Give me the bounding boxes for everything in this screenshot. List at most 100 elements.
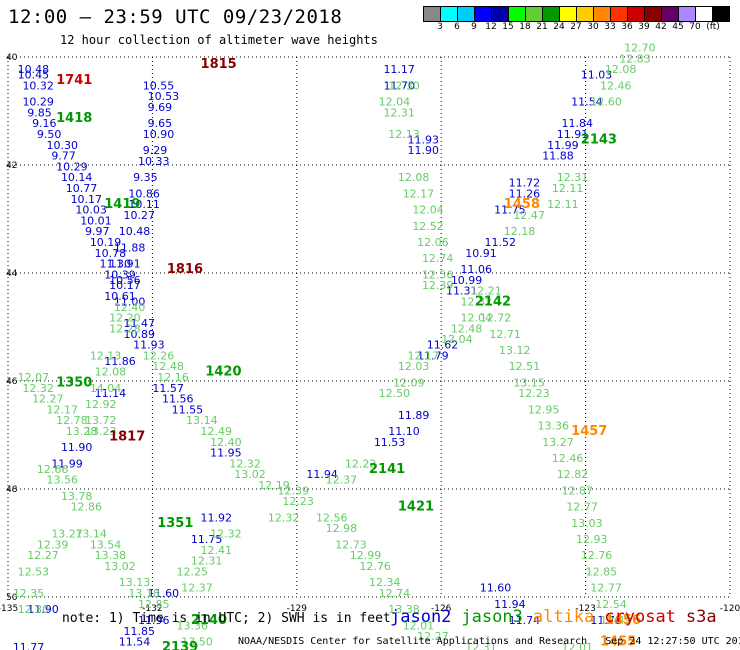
wave-height-value: 12.93 [576, 533, 608, 546]
wave-height-value: 12.32 [460, 295, 492, 308]
wave-height-value: 13.03 [571, 517, 603, 530]
wave-height-value: 12.73 [335, 538, 367, 551]
wave-height-value: 9.69 [148, 101, 173, 114]
wave-height-value: 9.29 [143, 144, 168, 157]
wave-height-value: 13.13 [119, 576, 151, 589]
pass-time-label: 1455 [600, 635, 636, 650]
wave-height-value: 13.14 [186, 414, 218, 427]
wave-height-value: 11.79 [417, 349, 449, 362]
wave-height-value: 12.11 [552, 182, 584, 195]
chart-subtitle: 12 hour collection of altimeter wave hei… [60, 33, 378, 47]
wave-height-value: 12.54 [595, 598, 627, 611]
wave-height-value: 13.38 [95, 549, 127, 562]
wave-height-value: 12.32 [210, 528, 242, 541]
wave-height-value: 12.47 [513, 209, 545, 222]
wave-height-value: 11.30 [99, 258, 131, 271]
satellite-legend-item: jason3 [461, 607, 523, 627]
wave-height-value: 11.77 [13, 641, 44, 650]
wave-height-value: 13.02 [104, 560, 135, 573]
pass-time-label: 2142 [475, 294, 511, 309]
satellite-legend: jason2 jason3 altika cryosat s3a [390, 607, 727, 627]
pass-time-label: 1421 [398, 500, 434, 515]
wave-height-value: 12.99 [350, 549, 382, 562]
wave-height-value: 12.31 [465, 641, 497, 650]
wave-height-value: 11.90 [61, 441, 93, 454]
wave-height-value: 12.08 [95, 366, 127, 379]
color-scale-label: 42 [655, 22, 667, 32]
color-scale-label: 6 [454, 22, 460, 32]
wave-height-value: 12.41 [201, 544, 233, 557]
wave-height-value: 12.70 [624, 42, 656, 55]
wave-height-value: 12.03 [398, 360, 430, 373]
wave-height-value: 11.60 [148, 587, 180, 600]
wave-height-value: 13.18 [128, 587, 160, 600]
wave-height-value: 11.06 [460, 263, 492, 276]
wave-height-value: 10.29 [22, 96, 54, 109]
wave-height-value: 9.35 [133, 171, 158, 184]
color-scale-label: 45 [672, 22, 684, 32]
wave-height-value: 11.54 [571, 96, 603, 109]
y-tick-label: 46 [6, 377, 18, 387]
wave-height-value: 11.91 [109, 258, 141, 271]
wave-height-value: 12.32 [229, 457, 261, 470]
x-tick-label: -129 [287, 604, 308, 614]
wave-height-value: 12.40 [210, 436, 242, 449]
wave-height-value: 10.19 [90, 236, 122, 249]
pass-time-label: 1351 [157, 516, 193, 531]
wave-height-value: 12.30 [18, 603, 50, 616]
wave-height-value: 11.94 [494, 598, 526, 611]
wave-height-value: 12.52 [412, 220, 444, 233]
wave-height-value: 12.13 [388, 128, 420, 141]
satellite-legend-item: cryosat [604, 607, 676, 627]
wave-height-value: 13.14 [75, 528, 107, 541]
wave-height-value: 10.27 [124, 209, 155, 222]
wave-height-value: 11.54 [119, 636, 151, 649]
axis-ticks: -135 -132 -129 -126 -123 -120 40 42 44 46 48 50 [0, 53, 740, 614]
wave-height-value: 11.00 [114, 295, 146, 308]
wave-height-value: 12.37 [326, 474, 358, 487]
pass-time-label: 1458 [504, 197, 540, 212]
wave-height-value: 12.50 [379, 387, 411, 400]
wave-height-value: 12.76 [581, 549, 613, 562]
x-tick-label: -120 [720, 604, 740, 614]
wave-height-value: 12.11 [547, 198, 579, 211]
wave-height-value: 12.09 [393, 376, 425, 389]
wave-height-value: 12.31 [557, 171, 589, 184]
pass-time-label: 1817 [109, 429, 145, 444]
wave-height-value: 12.49 [600, 614, 632, 627]
wave-height-value: 10.17 [109, 279, 141, 292]
wave-height-value: 10.45 [18, 69, 50, 82]
wave-height-value: 11.95 [210, 447, 242, 460]
wave-height-value: 12.31 [191, 555, 223, 568]
wave-height-value: 12.98 [326, 522, 358, 535]
wave-height-value: 12.27 [32, 393, 64, 406]
wave-height-value: 11.93 [133, 339, 165, 352]
wave-height-value: 12.01 [403, 619, 435, 632]
wave-height-value: 10.33 [138, 155, 170, 168]
wave-height-value: 12.77 [566, 501, 598, 514]
wave-height-value: 11.57 [152, 382, 184, 395]
wave-height-value: 13.36 [176, 619, 208, 632]
pass-time-label: 1816 [167, 262, 203, 277]
wave-height-value: 12.35 [13, 587, 44, 600]
wave-height-value: 12.32 [22, 382, 54, 395]
color-scale-unit: (ft) [706, 22, 720, 32]
wave-height-value: 12.86 [71, 501, 103, 514]
wave-height-value: 10.90 [143, 128, 175, 141]
wave-height-value: 12.17 [403, 187, 435, 200]
wave-height-value: 13.27 [542, 436, 574, 449]
color-swatch [712, 6, 730, 22]
pass-time-label: 1420 [205, 365, 241, 380]
footnote: note: 1) Time is in UTC; 2) SWH is in fe… [62, 611, 391, 626]
pass-time-label: 1457 [571, 424, 607, 439]
wave-height-value: 10.61 [104, 290, 135, 303]
wave-height-value: 12.16 [157, 371, 189, 384]
wave-height-value: 9.97 [85, 225, 110, 238]
wave-height-value: 12.48 [152, 360, 184, 373]
wave-height-value: 12.92 [85, 398, 117, 411]
wave-height-value: 11.52 [485, 236, 517, 249]
wave-height-value: 12.71 [489, 328, 521, 341]
wave-height-value: 13.38 [388, 603, 420, 616]
wave-height-value: 11.88 [542, 150, 574, 163]
